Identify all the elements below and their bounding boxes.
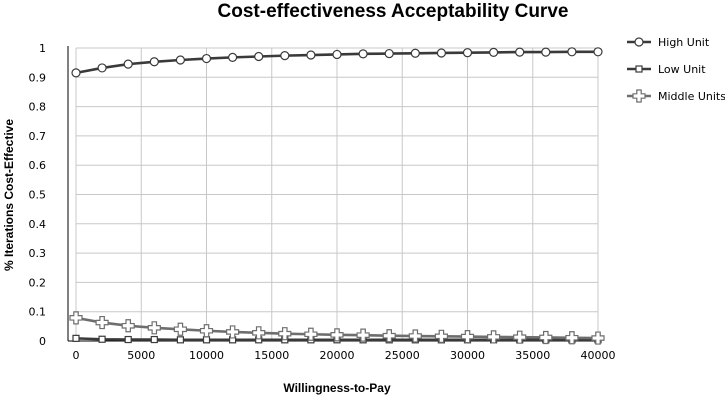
data-point-middle-units bbox=[121, 319, 135, 333]
legend-swatch-marker bbox=[632, 89, 646, 103]
data-point-high-unit bbox=[567, 47, 577, 57]
legend: High Unit Low Unit Middle Units bbox=[627, 36, 725, 103]
legend-item-middle-units: Middle Units bbox=[627, 89, 725, 103]
data-point-middle-units bbox=[304, 327, 318, 341]
data-point-middle-units bbox=[408, 329, 422, 343]
data-point-middle-units bbox=[539, 330, 553, 345]
y-tick-label: 0.3 bbox=[29, 247, 47, 260]
x-tick-label: 25000 bbox=[385, 349, 420, 362]
data-point-low-unit bbox=[72, 334, 80, 342]
y-tick-label: 0.5 bbox=[29, 189, 47, 202]
x-tick-label: 0 bbox=[73, 349, 80, 362]
series-middle-units bbox=[69, 311, 605, 345]
data-point-middle-units bbox=[252, 326, 266, 340]
legend-label: Low Unit bbox=[658, 63, 706, 76]
legend-label: High Unit bbox=[658, 36, 710, 49]
data-point-middle-units bbox=[591, 331, 605, 345]
data-point-high-unit bbox=[175, 55, 185, 65]
data-point-middle-units bbox=[330, 328, 344, 342]
data-point-high-unit bbox=[384, 48, 394, 59]
data-point-middle-units bbox=[565, 331, 579, 345]
y-tick-label: 0.6 bbox=[29, 159, 47, 172]
grid bbox=[75, 47, 599, 342]
axes bbox=[67, 46, 598, 342]
y-axis-label: % Iterations Cost-Effective bbox=[2, 119, 16, 271]
data-point-low-unit bbox=[202, 336, 211, 344]
legend-swatch-marker bbox=[634, 37, 644, 47]
data-point-high-unit bbox=[332, 49, 342, 60]
data-point-middle-units bbox=[382, 329, 396, 343]
series bbox=[69, 47, 605, 345]
data-point-high-unit bbox=[410, 48, 420, 58]
y-tick-label: 0.7 bbox=[29, 130, 47, 143]
data-point-middle-units bbox=[95, 315, 109, 330]
chart-title: Cost-effectiveness Acceptability Curve bbox=[218, 1, 569, 22]
data-point-low-unit bbox=[98, 335, 106, 343]
y-tick-label: 1 bbox=[39, 42, 46, 55]
x-tick-label: 15000 bbox=[254, 349, 289, 362]
y-tick-label: 0.4 bbox=[29, 218, 47, 231]
data-point-middle-units bbox=[356, 328, 370, 342]
data-point-high-unit bbox=[254, 51, 264, 62]
x-tick-label: 40000 bbox=[581, 349, 616, 362]
data-point-high-unit bbox=[149, 57, 159, 67]
data-point-high-unit bbox=[436, 48, 446, 58]
data-point-high-unit bbox=[515, 47, 525, 57]
legend-swatch-marker bbox=[635, 65, 643, 73]
data-point-high-unit bbox=[541, 47, 551, 57]
data-point-low-unit bbox=[176, 336, 184, 344]
data-point-high-unit bbox=[97, 63, 107, 73]
data-point-high-unit bbox=[228, 52, 238, 62]
data-point-middle-units bbox=[434, 329, 448, 343]
legend-item-high-unit: High Unit bbox=[627, 36, 710, 49]
data-point-low-unit bbox=[124, 335, 132, 344]
data-point-high-unit bbox=[462, 48, 473, 58]
legend-item-low-unit: Low Unit bbox=[627, 63, 706, 76]
tick-labels: 0 0.1 0.2 0.3 0.4 0.5 0.6 0.7 0.8 0.9 1 0 5000 10000 1… bbox=[29, 42, 616, 362]
x-tick-label: 35000 bbox=[515, 349, 550, 362]
x-tick-label: 30000 bbox=[450, 349, 485, 362]
legend-label: Middle Units bbox=[658, 90, 725, 103]
x-tick-label: 20000 bbox=[320, 349, 355, 362]
data-point-high-unit bbox=[280, 51, 290, 61]
y-tick-label: 0.9 bbox=[29, 71, 47, 84]
x-tick-label: 5000 bbox=[127, 349, 155, 362]
series-high-unit bbox=[71, 47, 603, 78]
data-point-high-unit bbox=[123, 59, 133, 69]
data-point-middle-units bbox=[460, 330, 475, 344]
data-point-middle-units bbox=[69, 311, 83, 325]
data-point-middle-units bbox=[147, 321, 161, 335]
data-point-high-unit bbox=[71, 68, 81, 78]
data-point-middle-units bbox=[199, 324, 214, 338]
data-point-middle-units bbox=[173, 322, 187, 336]
data-point-high-unit bbox=[489, 47, 499, 57]
x-tick-label: 10000 bbox=[189, 349, 224, 362]
data-point-middle-units bbox=[278, 327, 292, 341]
data-point-low-unit bbox=[150, 335, 158, 344]
data-point-high-unit bbox=[201, 53, 212, 64]
data-point-middle-units bbox=[487, 330, 501, 344]
data-point-high-unit bbox=[358, 49, 368, 59]
y-tick-label: 0.1 bbox=[29, 306, 47, 319]
y-tick-label: 0.2 bbox=[29, 276, 47, 289]
data-point-middle-units bbox=[226, 325, 240, 339]
data-point-high-unit bbox=[593, 47, 603, 57]
data-point-middle-units bbox=[513, 330, 527, 344]
y-tick-label: 0 bbox=[39, 335, 46, 348]
y-tick-label: 0.8 bbox=[29, 101, 47, 114]
x-axis-label: Willingness-to-Pay bbox=[283, 381, 391, 395]
data-point-high-unit bbox=[306, 50, 316, 60]
